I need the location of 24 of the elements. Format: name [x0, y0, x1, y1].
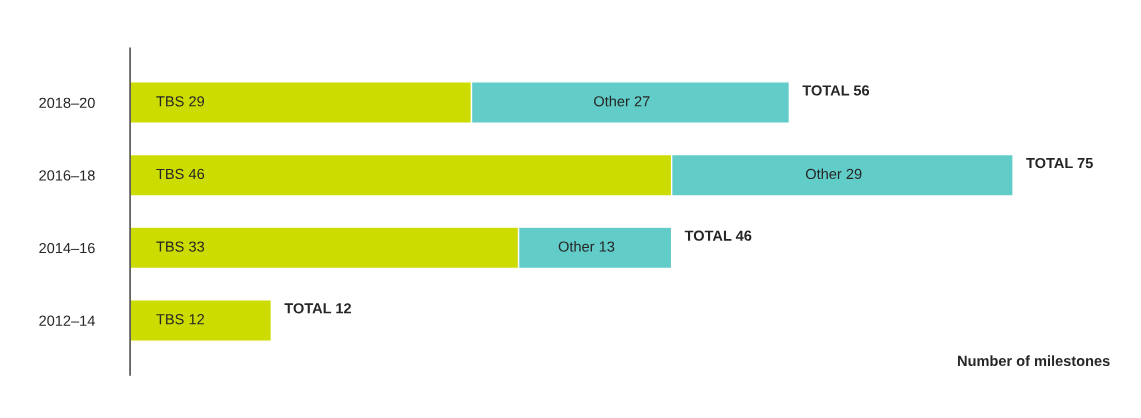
x-axis-title: Number of milestones: [958, 355, 1110, 367]
data-label: 46: [188, 168, 205, 180]
data-label: 33: [189, 241, 205, 252]
total-label: TOTAL 75: [1026, 157, 1093, 169]
text: Other: [594, 95, 630, 107]
data-label: 13: [599, 241, 615, 252]
total-label: TOTAL 12: [284, 303, 351, 314]
total-label: TOTAL 56: [802, 85, 870, 96]
text: TBS: [156, 314, 184, 325]
y-tick-label: 2018–20: [39, 97, 95, 108]
text: Other: [558, 241, 595, 252]
series-label: TBS: [156, 168, 184, 180]
data-label: 27: [634, 96, 650, 107]
data-label: 12: [189, 314, 204, 325]
total-label: TOTAL 46: [684, 230, 752, 241]
y-tick-label: 2012–14: [39, 315, 95, 326]
y-tick-label: 2016–18: [39, 170, 95, 181]
text: TBS: [156, 96, 184, 107]
data-label: 29: [846, 168, 862, 180]
data-label: 29: [189, 96, 205, 107]
y-tick-label: 2014–16: [39, 242, 95, 254]
text: TBS: [156, 241, 184, 252]
series-label: Other: [805, 168, 842, 180]
bar: [130, 299, 273, 342]
